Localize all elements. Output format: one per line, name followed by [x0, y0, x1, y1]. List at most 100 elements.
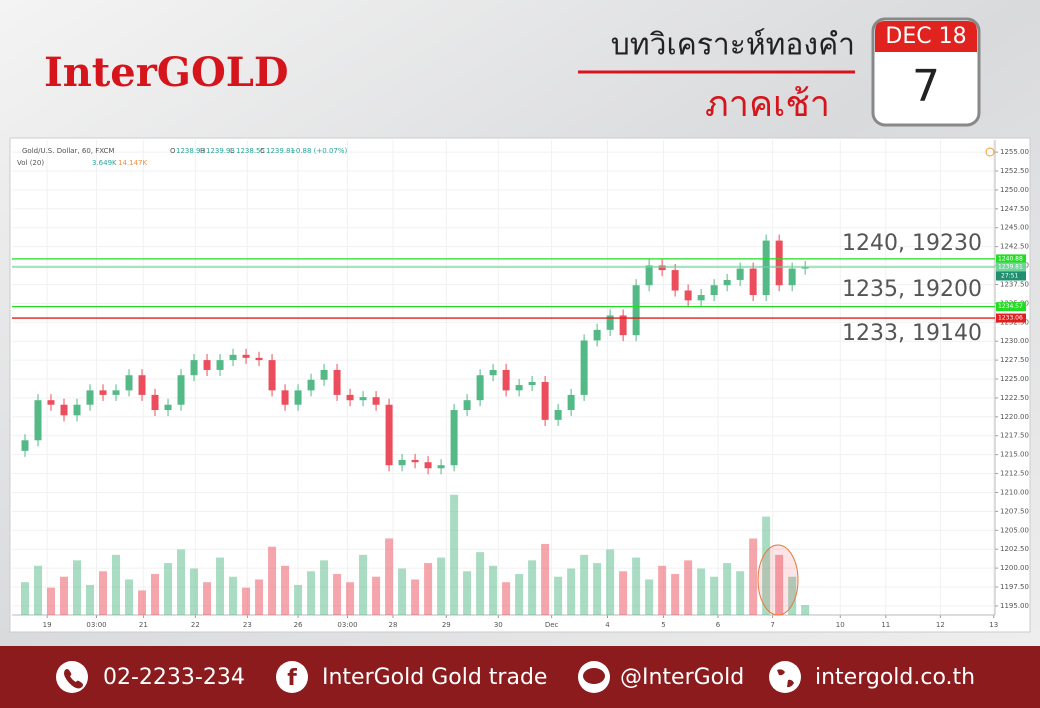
y-tick-label: 1242.50 — [1000, 243, 1029, 251]
facebook-icon — [276, 661, 308, 693]
volume-bar — [47, 587, 56, 615]
candle-body — [281, 390, 289, 405]
ohlc-label: C — [260, 147, 265, 155]
level-label: 1234.57 — [998, 303, 1023, 310]
volume-bar — [762, 516, 771, 615]
volume-bar — [411, 579, 420, 615]
candle-body — [554, 410, 562, 420]
level-badge — [996, 254, 1026, 264]
candle-body — [684, 290, 692, 301]
candle-body — [138, 375, 146, 395]
volume-bar — [489, 565, 498, 615]
volume-bar — [372, 576, 381, 615]
volume-bar — [34, 565, 43, 615]
volume-bar — [749, 538, 758, 615]
candle-body — [736, 268, 744, 280]
x-tick-label: 23 — [243, 621, 252, 629]
candle-body — [203, 360, 211, 370]
level-label: 1240.88 — [998, 255, 1023, 262]
candle-body — [671, 270, 679, 291]
level-badge — [996, 313, 1026, 323]
volume-bar — [671, 574, 680, 615]
volume-bar — [242, 587, 251, 615]
volume-bar — [801, 605, 810, 615]
candle-body — [242, 354, 250, 358]
y-tick-label: 1195.00 — [1000, 602, 1029, 610]
candle-body — [333, 369, 341, 395]
candle-body — [710, 285, 718, 296]
candle-body — [697, 295, 705, 301]
volume-bar — [112, 554, 121, 615]
x-tick-label: 28 — [389, 621, 398, 629]
candle-body — [216, 360, 224, 370]
volume-bar — [190, 568, 199, 615]
y-tick-label: 1255.00 — [1000, 148, 1029, 156]
calendar-top — [875, 21, 977, 52]
candle-body — [346, 394, 354, 401]
y-tick-label: 1215.00 — [1000, 451, 1029, 459]
candle-body — [320, 369, 328, 380]
x-tick-label: 7 — [770, 621, 774, 629]
y-tick-label: 1250.00 — [1000, 186, 1029, 194]
x-tick-label: 26 — [294, 621, 303, 629]
y-tick-label: 1227.50 — [1000, 356, 1029, 364]
y-tick-label: 1247.50 — [1000, 205, 1029, 213]
ohlc-value: 1239.93 — [206, 147, 235, 155]
volume-bar — [268, 546, 277, 615]
candle-body — [437, 465, 445, 469]
y-tick-label: 1210.00 — [1000, 488, 1029, 496]
candle-body — [164, 404, 172, 411]
volume-bar — [736, 571, 745, 615]
annotation: 1240, 19230 — [842, 231, 982, 256]
x-tick-label: 21 — [139, 621, 148, 629]
y-tick-label: 1220.00 — [1000, 413, 1029, 421]
candle-body — [489, 369, 497, 376]
footer-website[interactable]: intergold.co.th — [815, 665, 975, 690]
volume-bar — [424, 563, 433, 615]
candle-body — [151, 394, 159, 411]
candle-body — [762, 240, 770, 296]
candle-body — [424, 462, 432, 469]
candle-body — [307, 379, 315, 391]
candle-body — [606, 315, 614, 330]
volume-value: 3.649K — [92, 159, 117, 167]
footer-phone[interactable]: 02-2233-234 — [103, 665, 245, 690]
volume-bar — [333, 574, 342, 615]
footer-facebook[interactable]: InterGold Gold trade — [322, 665, 547, 690]
y-tick-label: 1252.50 — [1000, 167, 1029, 175]
candle-body — [528, 382, 536, 386]
volume-bar — [502, 582, 511, 615]
volume-bar — [684, 560, 693, 615]
volume-label: Vol (20) — [17, 159, 44, 167]
volume-bar — [177, 549, 186, 615]
ohlc-label: H — [200, 147, 205, 155]
volume-bar — [216, 557, 225, 615]
candle-body — [515, 385, 523, 391]
footer-line[interactable]: @InterGold — [620, 665, 744, 690]
volume-bar — [385, 538, 394, 615]
annotation: 1235, 19200 — [842, 277, 982, 302]
candle-body — [177, 375, 185, 405]
volume-bar — [450, 494, 459, 615]
y-tick-label: 1230.00 — [1000, 337, 1029, 345]
volume-bar — [606, 549, 615, 615]
volume-bar — [21, 582, 30, 615]
candle-body — [541, 382, 549, 420]
candle-body — [21, 440, 29, 451]
volume-bar — [567, 568, 576, 615]
candle-body — [34, 400, 42, 441]
volume-bar — [710, 576, 719, 615]
candle-body — [788, 268, 796, 286]
x-tick-label: 11 — [881, 621, 890, 629]
x-tick-label: 6 — [716, 621, 721, 629]
volume-bar — [138, 590, 147, 615]
candle-body — [801, 267, 809, 269]
phone-glyph — [64, 669, 83, 689]
y-tick-label: 1207.50 — [1000, 507, 1029, 515]
volume-bar — [476, 552, 485, 615]
footer-bar — [0, 646, 1040, 708]
highlight-ellipse — [757, 544, 799, 616]
volume-bar — [658, 565, 667, 615]
countdown-badge — [996, 271, 1026, 281]
candle-body — [359, 397, 367, 401]
